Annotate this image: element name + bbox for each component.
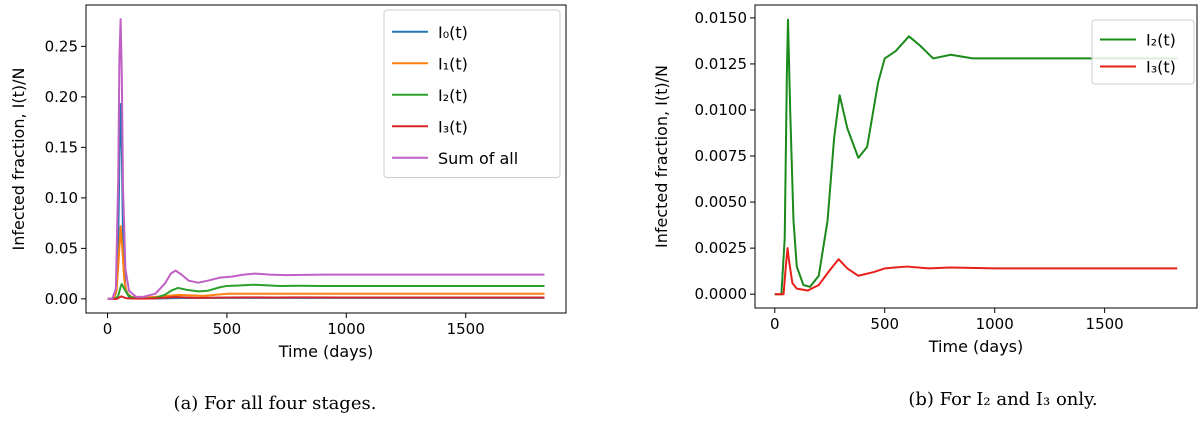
y-tick-label: 0.25 [45,37,78,55]
y-tick-label: 0.0125 [695,55,748,73]
series-line [107,18,545,300]
legend-box [1091,19,1195,85]
x-axis-label: Time (days) [278,342,374,361]
legend-label: Sum of all [438,149,518,168]
series-line [107,282,545,300]
chart-b [750,4,1198,313]
legend-label: I₃(t) [438,117,468,136]
y-tick-label: 0.00 [45,290,78,308]
y-tick-label: 0.05 [45,239,78,257]
legend-box [383,9,561,178]
x-tick-label: 1500 [447,320,485,338]
legend-label: I₃(t) [1146,58,1176,77]
figure-caption: (a) For all four stages. [174,393,377,414]
x-tick-label: 1000 [976,315,1014,333]
plot-frame [85,4,567,314]
y-tick-label: 0.0100 [695,101,748,119]
y-tick-label: 0.0150 [695,9,748,27]
chart-a [81,4,567,318]
legend-label: I₀(t) [438,23,468,42]
series-line [774,18,1178,296]
series-line [774,247,1178,296]
legend-label: I₁(t) [438,54,468,73]
y-axis-label: Infected fraction, I(t)/N [652,65,671,248]
x-tick-label: 500 [870,315,899,333]
y-tick-label: 0.0050 [695,193,748,211]
y-tick-label: 0.20 [45,88,78,106]
figure-caption: (b) For I₂ and I₃ only. [908,389,1097,410]
y-tick-label: 0.0075 [695,147,748,165]
y-tick-label: 0.10 [45,189,78,207]
legend-label: I₂(t) [1146,31,1176,50]
x-tick-label: 0 [103,320,113,338]
series-line [107,225,545,300]
x-tick-label: 1000 [327,320,365,338]
x-tick-label: 1500 [1086,315,1124,333]
legend-label: I₂(t) [438,86,468,105]
series-line [107,295,545,300]
x-axis-label: Time (days) [928,337,1024,356]
x-tick-label: 500 [213,320,242,338]
y-axis-label: Infected fraction, I(t)/N [9,68,28,251]
y-tick-label: 0.15 [45,138,78,156]
y-tick-label: 0.0025 [695,239,748,257]
x-tick-label: 0 [770,315,780,333]
y-tick-label: 0.0000 [695,285,748,303]
